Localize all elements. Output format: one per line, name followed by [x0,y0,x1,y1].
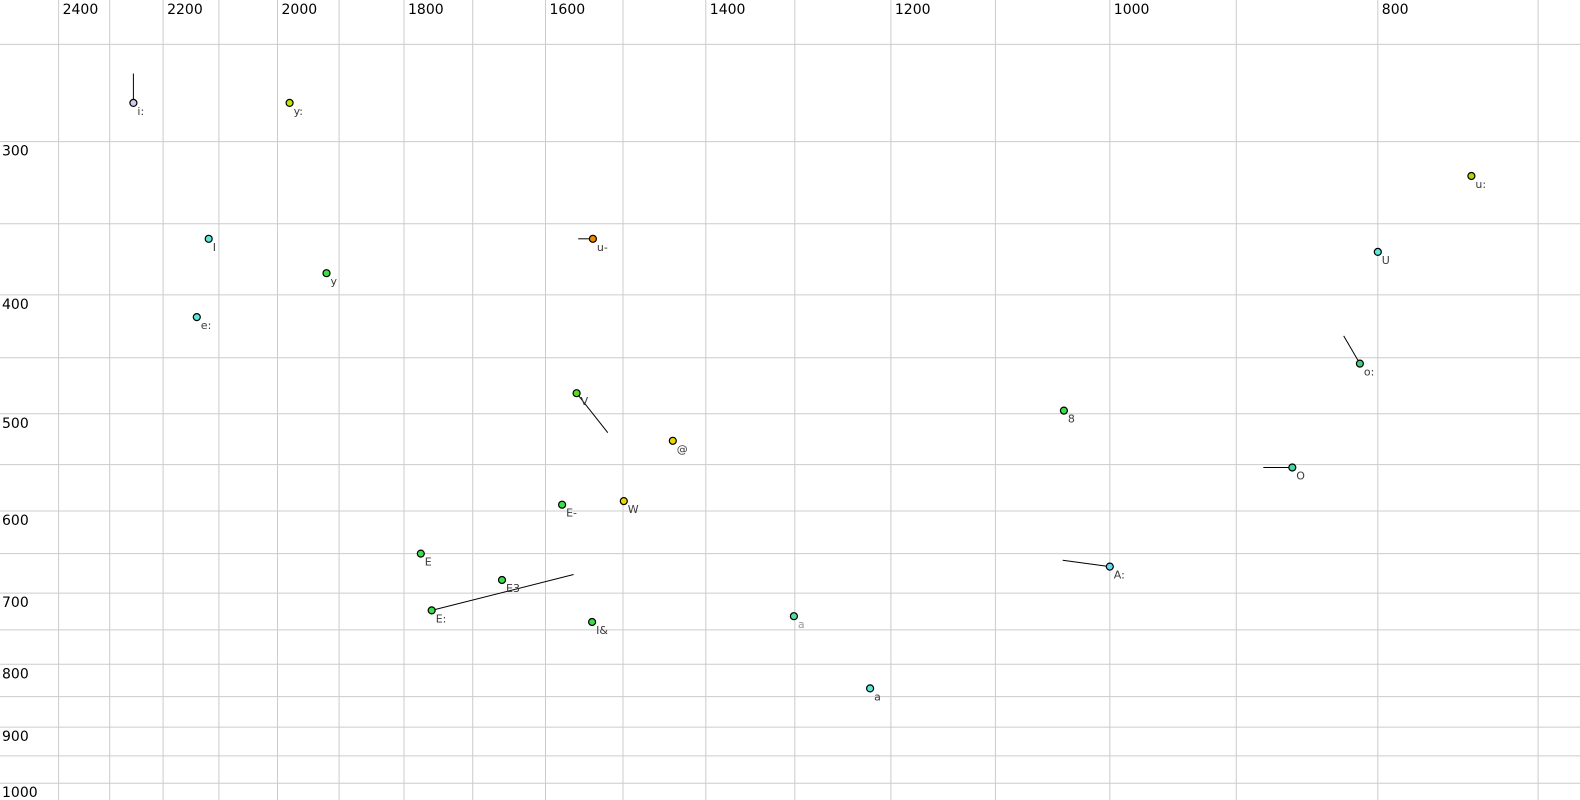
x-tick-label: 2200 [167,2,203,18]
vowel-point[interactable] [129,98,138,108]
vowel-label: y [331,275,338,288]
vowel-point[interactable] [1059,406,1069,415]
vowel-label: a [798,618,805,631]
x-tick-label: 800 [1382,2,1409,18]
vowel-point[interactable] [865,684,875,693]
y-tick-label: 400 [2,297,29,313]
y-tick-label: 600 [2,513,29,529]
vowel-label: E: [436,612,447,625]
vowel-point[interactable] [619,497,628,506]
vowel-point[interactable] [557,500,567,509]
y-tick-label: 700 [2,595,29,611]
formant-trajectory [576,392,609,434]
vowel-point[interactable] [1467,171,1476,181]
x-tick-label: 1800 [408,2,444,18]
y-tick-label: 300 [2,144,29,160]
vowel-label: O [1296,470,1305,483]
y-tick-label: 1000 [2,785,38,800]
y-tick-label: 900 [2,729,29,745]
vowel-label: V [581,395,589,408]
vowel-label: E [425,556,432,569]
vowel-point[interactable] [285,98,294,108]
x-tick-label: 2000 [282,2,318,18]
vowel-label: i: [137,105,144,118]
vowel-point[interactable] [572,389,581,398]
vowel-point[interactable] [1288,463,1297,472]
vowel-label: E- [566,507,577,520]
x-tick-label: 1400 [710,2,746,18]
vowel-label: a [874,690,881,703]
formant-trajectory [1062,559,1110,568]
vowel-point[interactable] [588,234,598,243]
vowel-label: u- [597,241,608,254]
vowel-label: 8 [1068,413,1075,426]
vowel-label: @ [677,443,688,456]
formant-trajectory [1343,335,1361,364]
x-tick-label: 1000 [1114,2,1150,18]
vowel-point[interactable] [192,313,201,322]
vowel-point[interactable] [587,617,597,627]
y-tick-label: 500 [2,416,29,432]
vowel-label: y: [294,105,303,118]
vowel-label: E3 [506,582,520,595]
vowel-point[interactable] [204,234,213,243]
y-tick-label: 800 [2,666,29,682]
vowel-label: U [1382,254,1390,267]
vowel-point[interactable] [322,269,331,278]
vowel-point[interactable] [1373,247,1382,256]
vowel-label: A: [1114,569,1125,582]
vowel-label: I [213,241,216,254]
vowel-point[interactable] [1355,359,1365,368]
x-tick-label: 2400 [63,2,99,18]
x-tick-label: 1600 [550,2,586,18]
formant-trajectory [431,574,574,611]
vowel-label: W [628,503,639,516]
vowel-point[interactable] [416,549,425,558]
vowel-point[interactable] [789,612,799,621]
vowel-point[interactable] [668,436,677,445]
vowel-label: o: [1364,366,1374,379]
vowel-label: u: [1475,178,1486,191]
x-tick-label: 1200 [895,2,931,18]
vowel-point[interactable] [427,606,436,615]
vowel-label: e: [201,319,211,332]
vowel-point[interactable] [497,575,507,585]
vowel-label: I& [596,624,608,637]
vowel-point[interactable] [1105,562,1114,571]
